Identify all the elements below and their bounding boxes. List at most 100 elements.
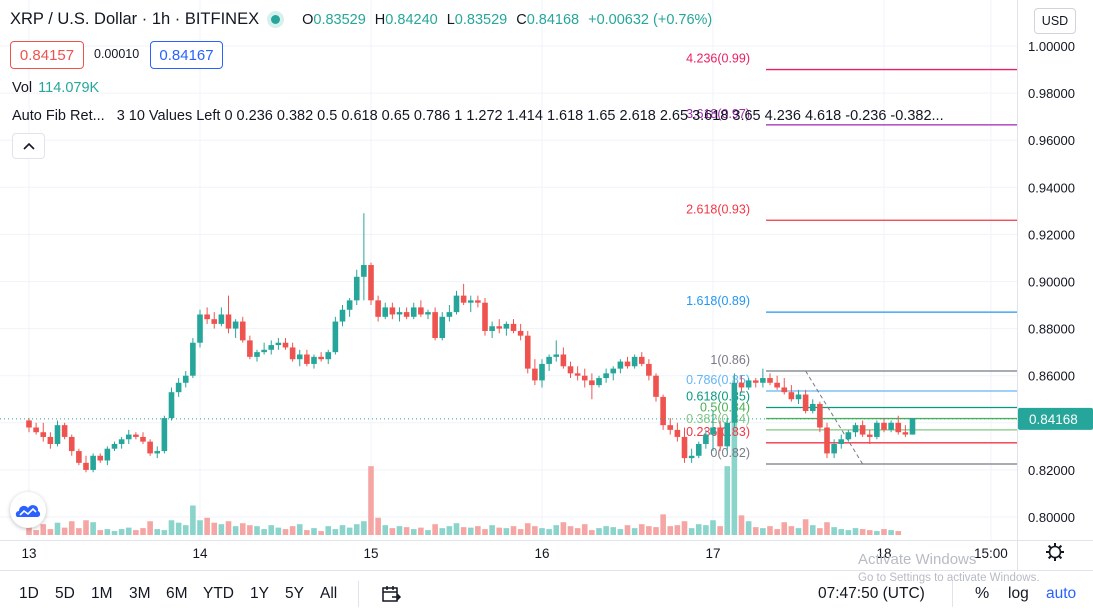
volume-bar	[760, 528, 766, 535]
candle-body	[261, 349, 267, 353]
volume-bar	[453, 523, 460, 535]
bottom-toolbar: 1D 5D 1M 3M 6M YTD 1Y 5Y All 07:47:50 (U…	[0, 570, 1093, 615]
volume-bar	[874, 531, 880, 535]
volume-bar	[788, 526, 795, 535]
symbol-title[interactable]: XRP / U.S. Dollar · 1h · BITFINEX	[10, 10, 260, 28]
candle-body	[475, 300, 481, 303]
volume-bar	[731, 417, 738, 535]
volume-bar	[239, 523, 246, 535]
candle-body	[232, 321, 239, 329]
candle-body	[674, 429, 681, 437]
volume-bar	[197, 520, 203, 535]
volume-bar	[503, 528, 510, 535]
volume-legend[interactable]: Vol 114.079K	[12, 80, 99, 96]
volume-bar	[831, 527, 837, 535]
candle-body	[332, 321, 339, 353]
volume-bar	[218, 524, 225, 535]
sell-price-button[interactable]: 0.84157	[10, 41, 84, 69]
range-6m-button[interactable]: 6M	[166, 585, 188, 602]
candle-body	[289, 347, 296, 360]
volume-bar	[888, 530, 894, 535]
log-scale-button[interactable]: log	[1008, 585, 1029, 602]
indicator-name[interactable]: Auto Fib Ret...	[12, 108, 105, 124]
volume-bar	[674, 525, 681, 535]
range-5y-button[interactable]: 5Y	[285, 585, 304, 602]
volume-bar	[845, 530, 852, 535]
range-all-button[interactable]: All	[320, 585, 338, 602]
volume-bar	[304, 530, 310, 535]
volume-bar	[596, 528, 602, 535]
indicator-legend[interactable]: Auto Fib Ret... 3 10 Values Left 0 0.236 …	[12, 108, 1018, 124]
volume-bar	[817, 528, 823, 535]
low-value: 0.83529	[454, 11, 508, 28]
volume-bar	[261, 529, 267, 535]
candle-body	[275, 342, 282, 346]
volume-bar	[268, 525, 275, 535]
volume-bar	[61, 527, 68, 535]
range-1y-button[interactable]: 1Y	[250, 585, 269, 602]
volume-bar	[361, 521, 367, 535]
timezone-clock[interactable]: 07:47:50 (UTC)	[818, 585, 925, 602]
change-value: +0.00632 (+0.76%)	[588, 11, 713, 28]
percent-scale-button[interactable]: %	[975, 585, 990, 602]
candle-body	[646, 363, 652, 376]
volume-bar	[410, 529, 417, 535]
volume-bar	[26, 526, 32, 535]
range-5d-button[interactable]: 5D	[55, 585, 75, 602]
volume-bar	[68, 521, 75, 535]
candle-body	[197, 314, 203, 343]
candle-body	[731, 382, 738, 423]
price-tick-label: 1.00000	[1028, 39, 1075, 54]
symbol-header: XRP / U.S. Dollar · 1h · BITFINEX O0.835…	[10, 10, 712, 29]
volume-bar	[97, 530, 104, 535]
gear-tooth	[1047, 544, 1052, 549]
candle-body	[510, 323, 517, 331]
candle-body	[125, 434, 132, 440]
tradingview-logo-icon[interactable]	[10, 492, 46, 528]
indicator-values: 3 10 Values Left 0 0.236 0.382 0.5 0.618…	[116, 108, 944, 124]
volume-bar	[275, 527, 282, 535]
candle-body	[817, 403, 823, 428]
volume-bar	[311, 528, 317, 535]
volume-bar	[76, 528, 82, 535]
settings-gear-icon[interactable]	[1046, 543, 1064, 561]
volume-bar	[432, 524, 438, 535]
volume-bar	[54, 522, 61, 535]
volume-bar	[781, 522, 788, 535]
auto-scale-button[interactable]: auto	[1046, 585, 1077, 602]
candle-body	[361, 265, 367, 277]
volume-bar	[332, 529, 339, 535]
last-price-badge	[1018, 407, 1093, 430]
volume-bar	[325, 526, 332, 535]
price-chart[interactable]: 4.236(0.99) 3.618(0.97) 2.618(0.93) 1.618(0…	[0, 0, 1093, 570]
volume-bar	[482, 529, 488, 535]
volume-bar	[852, 528, 859, 535]
volume-bar	[724, 466, 731, 535]
volume-bar	[83, 520, 89, 535]
range-1m-button[interactable]: 1M	[91, 585, 113, 602]
volume-bar	[154, 529, 161, 535]
gear-tooth	[1058, 544, 1063, 549]
date-range-calendar-icon[interactable]	[380, 583, 402, 610]
candle-body	[902, 432, 909, 435]
candle-body	[695, 443, 702, 456]
volume-bar	[809, 525, 816, 535]
range-ytd-button[interactable]: YTD	[203, 585, 234, 602]
candle-body	[375, 300, 381, 317]
volume-bar	[111, 531, 118, 535]
candle-body	[752, 380, 759, 383]
volume-bar	[118, 529, 125, 535]
currency-button[interactable]: USD	[1034, 8, 1076, 34]
volume-bar	[574, 528, 581, 535]
candle-body	[524, 335, 531, 369]
buy-price-button[interactable]: 0.84167	[150, 41, 223, 69]
volume-bar	[232, 526, 239, 535]
candle-body	[175, 382, 182, 393]
open-value: 0.83529	[313, 11, 366, 28]
collapse-legend-button[interactable]	[12, 133, 45, 159]
volume-bar	[425, 530, 431, 535]
range-1d-button[interactable]: 1D	[19, 585, 39, 602]
range-3m-button[interactable]: 3M	[129, 585, 151, 602]
volume-bar	[681, 521, 688, 535]
volume-bar	[838, 529, 845, 535]
